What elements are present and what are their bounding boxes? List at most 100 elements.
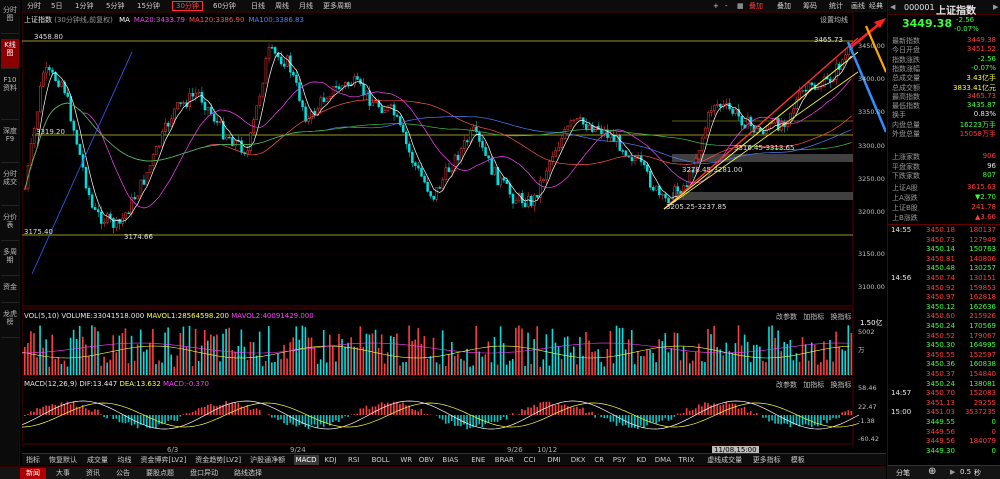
sidebar-item-1[interactable]: K线图: [1, 39, 19, 69]
macd-swap-indicator[interactable]: 换指标: [830, 381, 852, 389]
indicator-tab-4[interactable]: 资金博弈[LV2]: [140, 456, 187, 464]
timeframe-5[interactable]: 30分钟: [172, 1, 203, 11]
indicator-tab-10[interactable]: BOLL: [371, 456, 390, 464]
tick-price: 3450.30: [926, 341, 955, 350]
indicator-tab-24[interactable]: 虚线成交量: [707, 456, 743, 464]
indicator-tab-18[interactable]: DKX: [570, 456, 586, 464]
forward-icon[interactable]: ▶: [993, 3, 999, 11]
back-icon[interactable]: ◀: [890, 3, 896, 11]
sidebar-item-5[interactable]: 分价表: [1, 211, 19, 241]
indicator-tab-2[interactable]: 成交量: [87, 456, 108, 464]
sidebar-item-0[interactable]: 分时图: [1, 4, 19, 34]
macd-edit-params[interactable]: 改参数: [776, 381, 797, 389]
play-icon[interactable]: ▶: [950, 468, 956, 476]
tick-time: 14:57: [891, 389, 912, 398]
timeframe-9[interactable]: 月线: [299, 2, 313, 10]
timeframe-4[interactable]: 15分钟: [137, 2, 160, 10]
sidebar-item-4[interactable]: 分时成交: [1, 168, 19, 206]
indicator-tab-19[interactable]: CR: [594, 456, 605, 464]
stats-button[interactable]: 统计: [829, 2, 843, 10]
chart-canvas[interactable]: 3450.00 3400.00 3350.00 3300.00 3250.00 3200.…: [21, 11, 888, 454]
sidebar-item-3[interactable]: 深度F9: [1, 125, 19, 163]
candle-body: [295, 74, 298, 83]
chip-button[interactable]: 筹码: [803, 2, 817, 10]
sidebar-item-6[interactable]: 多周期: [1, 246, 19, 276]
footer-tab-5[interactable]: 盘口异动: [190, 469, 218, 477]
indicator-tab-15[interactable]: BRAR: [494, 456, 514, 464]
macd-bar: [798, 415, 801, 427]
grid-icon[interactable]: ▦: [737, 2, 744, 10]
indicator-tab-25[interactable]: 更多指标: [752, 456, 781, 464]
candle-body: [334, 86, 338, 88]
candle-body: [179, 102, 182, 104]
volume-bar: [457, 353, 459, 375]
indicator-tab-3[interactable]: 均线: [117, 456, 132, 464]
timeframe-1[interactable]: 5日: [51, 2, 63, 10]
timeframe-8[interactable]: 周线: [275, 2, 289, 10]
sidebar-item-7[interactable]: 资金: [1, 281, 19, 303]
classic-button[interactable]: 经典: [869, 2, 883, 10]
footer-tab-1[interactable]: 大事: [56, 469, 70, 477]
volume-bar: [563, 337, 566, 375]
indicator-tab-13[interactable]: BIAS: [442, 456, 459, 464]
set-ma-button[interactable]: 设置均线: [820, 16, 848, 24]
footer-tab-6[interactable]: 路线选择: [234, 469, 262, 477]
indicator-tab-9[interactable]: RSI: [348, 456, 360, 464]
vol-swap-indicator[interactable]: 换指标: [830, 313, 852, 321]
add-overlay-button[interactable]: 叠加: [777, 2, 791, 10]
vol-edit-params[interactable]: 改参数: [776, 313, 797, 321]
arrow-head: [874, 18, 886, 28]
footer-tab-0[interactable]: 新闻: [20, 468, 46, 479]
timeframe-3[interactable]: 5分钟: [106, 2, 125, 10]
sidebar-item-2[interactable]: F10资料: [1, 74, 19, 120]
tick-detail-button[interactable]: 分笔: [896, 469, 910, 477]
kline-chart[interactable]: 3450.00 3400.00 3350.00 3300.00 3250.00 3200.…: [21, 11, 888, 454]
indicator-tab-0[interactable]: 指标: [26, 456, 40, 464]
macd-add-indicator[interactable]: 加指标: [803, 381, 825, 389]
indicator-tab-8[interactable]: KDJ: [324, 456, 337, 464]
overlay-button[interactable]: 叠加: [749, 2, 763, 10]
candle-body: [746, 116, 750, 129]
indicator-tab-1[interactable]: 恢复默认: [49, 456, 77, 464]
indicator-tab-14[interactable]: ENE: [471, 456, 486, 464]
dash-icon[interactable]: -: [725, 2, 728, 10]
macd-bar: [408, 405, 410, 415]
indicator-tab-12[interactable]: OBV: [418, 456, 434, 464]
indicator-tab-11[interactable]: WR: [400, 456, 413, 464]
volume-bar: [292, 337, 294, 375]
candle-body: [212, 113, 216, 122]
indicator-tab-23[interactable]: TRIX: [678, 456, 695, 464]
prev-icon[interactable]: +: [713, 2, 719, 10]
indicator-tab-26[interactable]: 模板: [790, 456, 805, 464]
footer-tab-4[interactable]: 要股点题: [146, 469, 174, 477]
macd-bar: [316, 415, 319, 428]
indicator-tab-22[interactable]: DMA: [654, 456, 672, 464]
timeframe-10[interactable]: 更多周期: [323, 2, 351, 10]
indicator-tab-5[interactable]: 资金趋势[LV2]: [195, 456, 242, 464]
indicator-tab-6[interactable]: 沪股通净额: [250, 456, 286, 464]
candle-body: [304, 106, 307, 122]
sidebar-item-8[interactable]: 龙虎榜: [1, 308, 19, 338]
timeframe-7[interactable]: 日线: [251, 2, 265, 10]
indicator-tab-20[interactable]: PSY: [612, 456, 626, 464]
footer-tab-3[interactable]: 公告: [116, 469, 130, 477]
timeframe-0[interactable]: 分时: [27, 2, 41, 10]
draw-line-button[interactable]: 画线: [851, 2, 865, 10]
timeframe-6[interactable]: 60分钟: [213, 2, 236, 10]
indicator-tab-21[interactable]: KD: [636, 456, 647, 464]
indicator-tab-16[interactable]: CCI: [523, 456, 536, 464]
candle-body: [228, 136, 231, 139]
mavol-line: [21, 342, 850, 354]
vol-add-indicator[interactable]: 加指标: [803, 313, 825, 321]
timeframe-2[interactable]: 1分钟: [75, 2, 94, 10]
candle-body: [578, 117, 582, 119]
indicator-tab-17[interactable]: DMI: [547, 456, 561, 464]
dif-line: [21, 400, 860, 430]
volume-bar: [545, 334, 548, 375]
macd-bar: [277, 415, 279, 421]
footer-tab-2[interactable]: 资讯: [86, 469, 100, 477]
candle-body: [551, 156, 554, 162]
zoom-icon[interactable]: ⊕: [928, 466, 937, 477]
candle-body: [398, 116, 402, 126]
indicator-tab-7[interactable]: MACD: [293, 455, 319, 465]
